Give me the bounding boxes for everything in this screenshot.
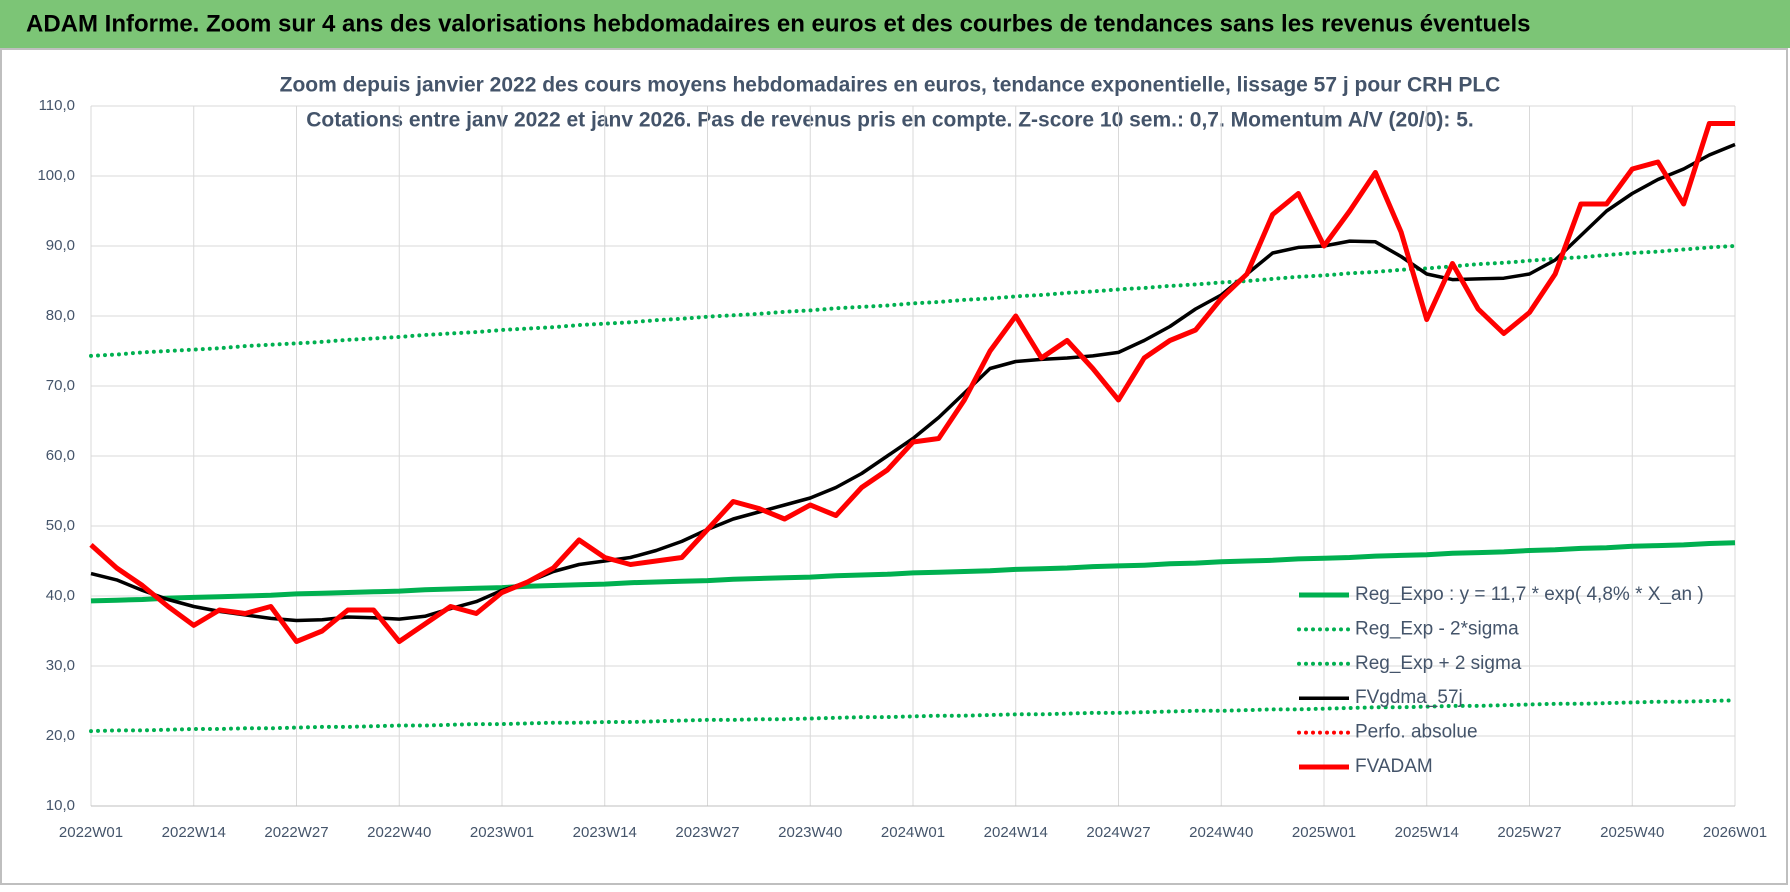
y-tick-label: 110,0 xyxy=(39,97,75,114)
series-line xyxy=(89,121,1735,644)
y-tick-label: 10,0 xyxy=(46,797,75,814)
chart-frame xyxy=(0,48,1788,885)
legend-label: Reg_Exp + 2 sigma xyxy=(1355,653,1522,674)
y-tick-label: 50,0 xyxy=(46,517,75,534)
header-title: ADAM Informe. Zoom sur 4 ans des valoris… xyxy=(26,10,1531,37)
y-tick-label: 90,0 xyxy=(46,237,75,254)
x-tick-label: 2025W14 xyxy=(1395,824,1459,841)
chart-title: Zoom depuis janvier 2022 des cours moyen… xyxy=(280,74,1501,97)
y-tick-label: 60,0 xyxy=(46,447,75,464)
series-line xyxy=(89,244,1737,358)
x-tick-label: 2026W01 xyxy=(1703,824,1767,841)
x-tick-label: 2025W27 xyxy=(1497,824,1561,841)
y-tick-label: 20,0 xyxy=(46,727,75,744)
series-line xyxy=(89,698,1737,734)
y-tick-label: 40,0 xyxy=(46,587,75,604)
series-line xyxy=(90,540,1736,604)
legend-label: Reg_Exp - 2*sigma xyxy=(1355,618,1519,639)
x-tick-label: 2022W40 xyxy=(367,824,431,841)
chart-subtitle: Cotations entre janv 2022 et janv 2026. … xyxy=(306,109,1474,132)
x-tick-label: 2024W40 xyxy=(1189,824,1253,841)
x-tick-label: 2023W40 xyxy=(778,824,842,841)
legend-label: Reg_Expo : y = 11,7 * exp( 4,8% * X_an ) xyxy=(1355,584,1704,605)
legend-label: FVgdma_57j xyxy=(1355,687,1463,708)
x-tick-label: 2022W27 xyxy=(264,824,328,841)
x-tick-label: 2024W01 xyxy=(881,824,945,841)
x-tick-label: 2023W27 xyxy=(675,824,739,841)
x-tick-label: 2022W14 xyxy=(162,824,226,841)
x-tick-label: 2025W01 xyxy=(1292,824,1356,841)
x-tick-label: 2024W14 xyxy=(984,824,1048,841)
x-tick-label: 2024W27 xyxy=(1086,824,1150,841)
x-tick-label: 2025W40 xyxy=(1600,824,1664,841)
legend-label: FVADAM xyxy=(1355,756,1433,777)
y-tick-label: 70,0 xyxy=(46,377,75,394)
y-tick-label: 100,0 xyxy=(37,167,75,184)
legend-label: Perfo. absolue xyxy=(1355,722,1478,743)
x-tick-label: 2023W01 xyxy=(470,824,534,841)
y-tick-label: 80,0 xyxy=(46,307,75,324)
y-tick-label: 30,0 xyxy=(46,657,75,674)
x-tick-label: 2023W14 xyxy=(573,824,637,841)
header-bar xyxy=(0,0,1790,48)
x-tick-label: 2022W01 xyxy=(59,824,123,841)
